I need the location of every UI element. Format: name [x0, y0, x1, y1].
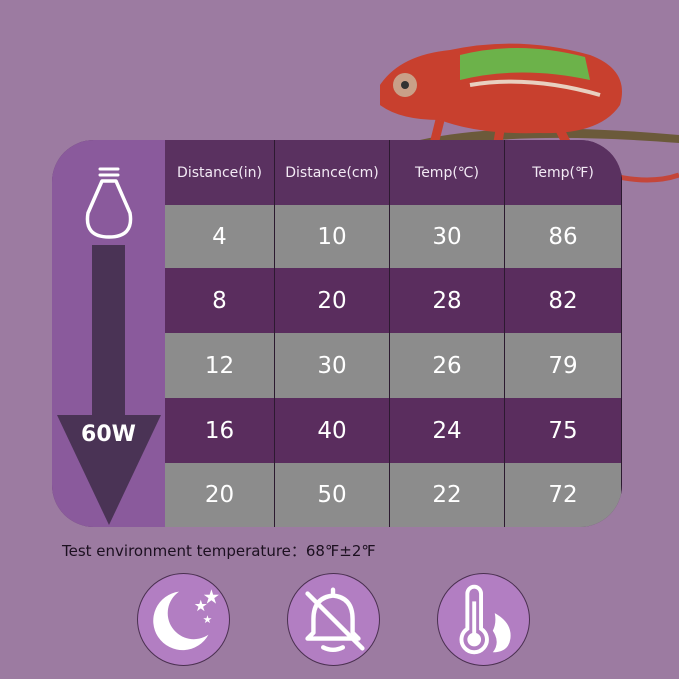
table-cell: 82	[505, 268, 622, 333]
table-cell: 75	[505, 398, 622, 463]
bell-off-icon	[287, 573, 380, 666]
table-cell: 24	[390, 398, 505, 463]
svg-text:★: ★	[194, 596, 208, 615]
table-cell: 86	[505, 205, 622, 268]
table-cell: 20	[275, 268, 390, 333]
column-header: Temp(℃)	[390, 140, 505, 205]
column-header: Temp(℉)	[505, 140, 622, 205]
thermometer-flame-icon	[437, 573, 530, 666]
table-cell: 28	[390, 268, 505, 333]
table-cell: 79	[505, 333, 622, 398]
test-environment-note: Test environment temperature：68℉±2℉	[62, 542, 376, 560]
table-cell: 10	[275, 205, 390, 268]
table-cell: 30	[275, 333, 390, 398]
table-cell: 12	[165, 333, 275, 398]
table-cell: 20	[165, 463, 275, 527]
table-cell: 50	[275, 463, 390, 527]
svg-text:★: ★	[203, 613, 213, 626]
moon-stars-icon: ★ ★ ★	[137, 573, 230, 666]
column-header: Distance(in)	[165, 140, 275, 205]
light-bulb-icon	[85, 167, 133, 239]
table-cell: 22	[390, 463, 505, 527]
table-cell: 26	[390, 333, 505, 398]
down-arrow-icon	[57, 245, 161, 525]
wattage-label: 60W	[81, 422, 136, 447]
table-cell: 30	[390, 205, 505, 268]
table-cell: 40	[275, 398, 390, 463]
table-cell: 16	[165, 398, 275, 463]
svg-text:★: ★	[203, 585, 221, 608]
table-cell: 8	[165, 268, 275, 333]
table-cell: 72	[505, 463, 622, 527]
distance-temperature-table: 60W Distance(in) Distance(cm) Temp(℃) Temp(…	[52, 140, 622, 527]
table-cell: 4	[165, 205, 275, 268]
column-header: Distance(cm)	[275, 140, 390, 205]
lamp-column: 60W	[52, 140, 165, 527]
